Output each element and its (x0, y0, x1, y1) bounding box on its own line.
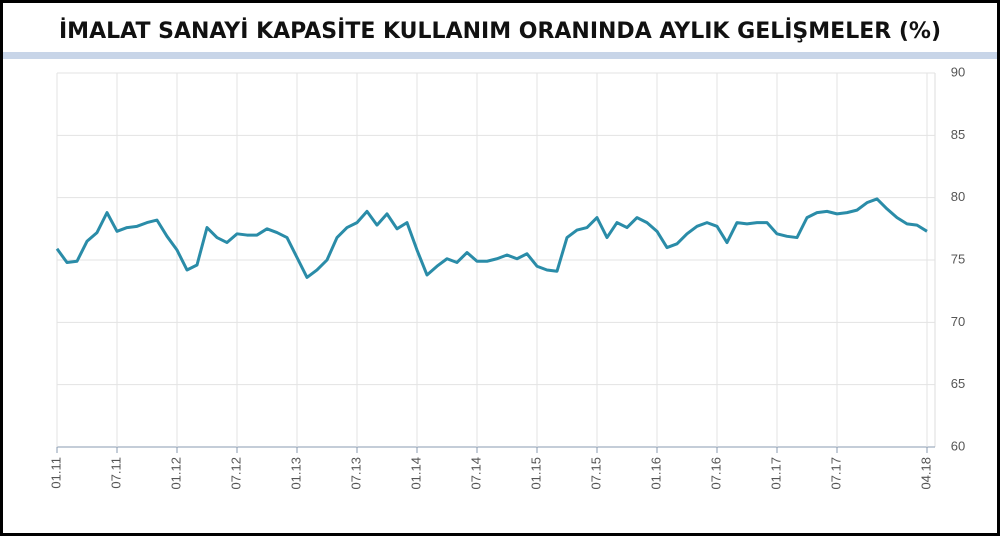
y-tick-label: 90 (951, 64, 965, 79)
data-line (55, 197, 928, 279)
y-tick-label: 80 (951, 189, 965, 204)
x-tick-label: 01.15 (528, 457, 543, 490)
x-tick-label: 01.17 (768, 457, 783, 490)
chart-title: İMALAT SANAYİ KAPASİTE KULLANIM ORANINDA… (59, 18, 941, 44)
x-tick-label: 01.11 (48, 457, 63, 489)
x-tick-label: 01.12 (168, 457, 183, 490)
y-tick-label: 65 (951, 376, 965, 391)
x-tick-label: 07.11 (108, 457, 123, 489)
x-tick-label: 07.17 (828, 457, 843, 490)
x-tick-label: 07.13 (348, 457, 363, 490)
x-tick-label: 07.16 (708, 457, 723, 490)
y-tick-label: 70 (951, 314, 965, 329)
x-tick-label: 04.18 (918, 457, 933, 490)
x-tick-label: 07.14 (468, 457, 483, 490)
y-tick-label: 60 (951, 438, 965, 453)
x-tick-label: 01.13 (288, 457, 303, 490)
title-band (3, 52, 997, 59)
x-tick-label: 07.15 (588, 457, 603, 490)
x-tick-label: 07.12 (228, 457, 243, 490)
x-tick-label: 01.16 (648, 457, 663, 490)
y-tick-label: 85 (951, 127, 965, 142)
x-tick-label: 01.14 (408, 457, 423, 490)
y-tick-label: 75 (951, 251, 965, 266)
